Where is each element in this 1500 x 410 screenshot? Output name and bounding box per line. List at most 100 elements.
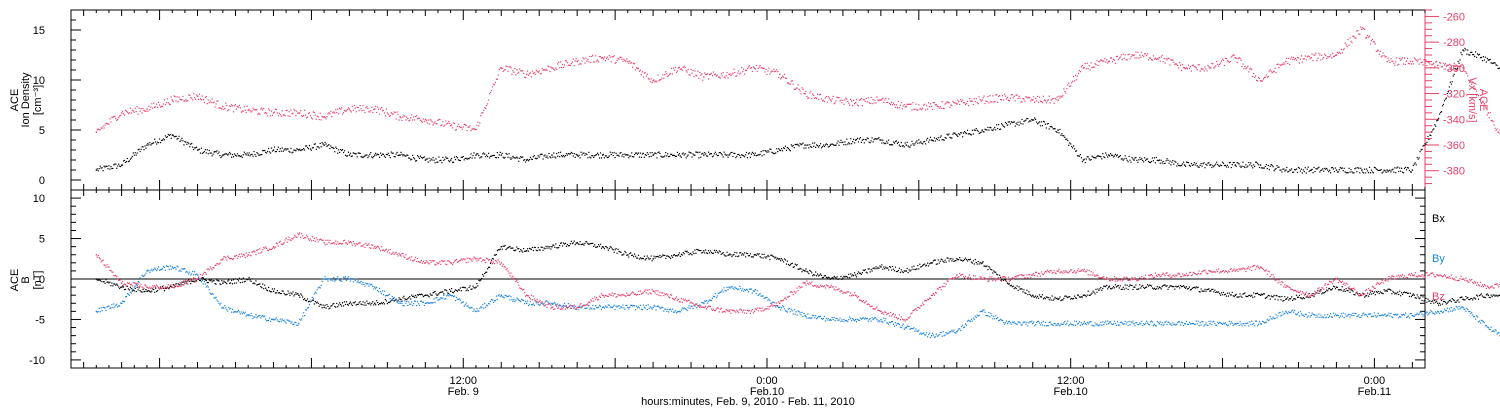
density-point <box>692 153 694 155</box>
bx-point <box>299 296 301 298</box>
velocity-point <box>1114 62 1117 64</box>
density-point <box>350 155 352 157</box>
density-point <box>818 145 821 147</box>
bx-point <box>1378 292 1380 295</box>
density-point <box>520 155 522 158</box>
velocity-point <box>1407 62 1410 64</box>
bx-point <box>1446 302 1448 304</box>
velocity-point <box>516 69 518 71</box>
velocity-point <box>1374 43 1376 45</box>
velocity-point <box>1035 97 1037 100</box>
density-point <box>973 129 975 131</box>
bx-point <box>246 279 248 281</box>
density-point <box>718 152 720 154</box>
bx-point <box>1166 285 1168 287</box>
bx-point <box>1458 301 1460 303</box>
density-point <box>1134 157 1136 159</box>
velocity-point <box>777 71 779 73</box>
density-point <box>1082 159 1085 161</box>
bx-point <box>121 286 123 288</box>
density-point <box>920 141 922 143</box>
bx-point <box>1421 299 1423 302</box>
bx-point <box>1007 283 1009 285</box>
velocity-point <box>786 82 789 84</box>
velocity-point <box>424 118 427 121</box>
density-point <box>265 151 267 154</box>
bx-point <box>1178 285 1180 287</box>
density-point <box>1378 169 1380 171</box>
bx-point <box>880 266 882 268</box>
velocity-point <box>746 67 749 70</box>
density-point <box>322 143 324 145</box>
velocity-point <box>1103 60 1105 62</box>
velocity-point <box>170 96 172 98</box>
bx-point <box>97 279 99 281</box>
velocity-point <box>211 98 213 100</box>
bx-point <box>702 251 704 254</box>
velocity-point <box>920 107 922 110</box>
velocity-point <box>1315 52 1317 54</box>
bx-point <box>969 258 972 260</box>
velocity-point <box>1174 63 1176 65</box>
density-point <box>1157 160 1159 162</box>
bx-point <box>1413 294 1415 296</box>
bx-point <box>930 262 933 264</box>
velocity-point <box>1153 58 1155 60</box>
density-point <box>297 148 299 150</box>
velocity-point <box>1482 101 1485 103</box>
bx-point <box>226 283 228 285</box>
velocity-point <box>1219 63 1221 66</box>
density-point <box>666 155 668 157</box>
density-point <box>662 156 664 158</box>
velocity-point <box>1401 58 1403 60</box>
bx-point <box>484 272 486 275</box>
velocity-point <box>464 124 466 126</box>
bx-point <box>479 280 481 282</box>
bx-point <box>1109 285 1111 287</box>
density-point <box>336 147 338 150</box>
density-point <box>200 147 203 149</box>
bx-point <box>906 267 908 270</box>
velocity-point <box>1355 37 1357 39</box>
density-point <box>915 141 917 143</box>
velocity-point <box>437 119 439 121</box>
density-point <box>463 159 465 161</box>
velocity-point <box>906 103 908 105</box>
bx-point <box>1390 289 1392 291</box>
bx-point <box>459 287 461 289</box>
velocity-point <box>1181 69 1183 71</box>
velocity-point <box>591 55 593 58</box>
bx-point <box>568 245 570 247</box>
bx-point <box>693 252 695 255</box>
velocity-point <box>1329 55 1331 58</box>
density-point <box>452 161 455 163</box>
bx-point <box>1135 284 1137 286</box>
density-point <box>588 151 590 153</box>
density-point <box>349 152 351 154</box>
velocity-point <box>1143 56 1145 58</box>
velocity-point <box>1321 54 1323 56</box>
velocity-point <box>816 97 818 100</box>
velocity-point <box>171 99 174 101</box>
velocity-y-tick-label: -360 <box>1443 140 1465 152</box>
bx-point <box>1002 279 1005 282</box>
bx-point <box>1331 288 1334 290</box>
bx-point <box>504 244 506 247</box>
density-point <box>682 152 684 154</box>
bx-point <box>1283 299 1285 302</box>
density-point <box>551 154 553 156</box>
velocity-point <box>275 108 277 111</box>
bx-point <box>1152 288 1155 290</box>
density-point <box>321 142 323 144</box>
velocity-point <box>1358 33 1360 35</box>
density-point <box>508 153 510 155</box>
bx-point <box>1033 296 1035 298</box>
density-point <box>902 145 904 147</box>
velocity-point <box>1177 64 1179 67</box>
density-point <box>1078 155 1081 157</box>
density-point <box>798 145 800 147</box>
velocity-point <box>1477 95 1480 97</box>
bx-point <box>528 247 531 250</box>
density-point <box>173 135 175 138</box>
density-point <box>430 158 432 160</box>
